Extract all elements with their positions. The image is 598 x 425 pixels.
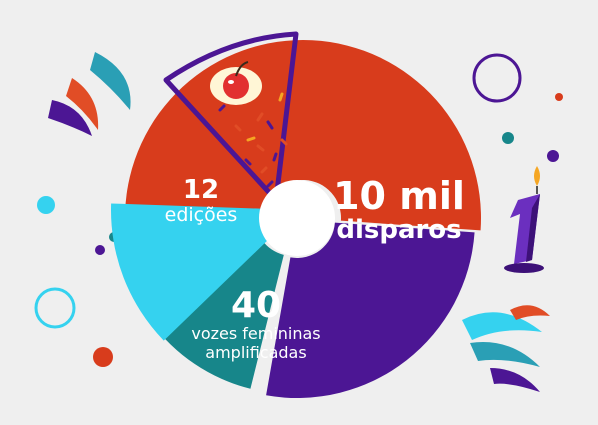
confetti-swoosh — [510, 305, 550, 320]
cherry-stem — [235, 61, 249, 77]
flame-icon — [534, 166, 540, 186]
candle-one — [504, 166, 544, 273]
candle-base — [504, 263, 544, 273]
confetti-swoosh — [462, 312, 542, 340]
vozes-number: 40 — [230, 285, 282, 326]
confetti-dot — [95, 245, 105, 255]
segment-disparos-text: 10 mil disparos — [332, 176, 466, 244]
segment-edicoes-text: 12 edições — [158, 176, 244, 226]
candle-wick — [536, 186, 538, 194]
segment-vozes — [266, 222, 475, 398]
confetti-dot — [555, 93, 563, 101]
cherry-shine — [228, 80, 234, 84]
confetti-dot — [502, 132, 514, 144]
confetti-swoosh — [470, 342, 540, 367]
confetti — [34, 52, 563, 392]
confetti-ring — [472, 53, 522, 103]
segment-vozes-text: 40 vozes femininas amplificadas — [176, 285, 336, 363]
disparos-number: 10 mil — [333, 174, 465, 218]
disparos-label: disparos — [336, 215, 462, 245]
confetti-swoosh — [490, 368, 540, 392]
confetti-dot — [37, 196, 55, 214]
cherry-icon — [223, 73, 249, 99]
edicoes-number: 12 — [182, 175, 220, 205]
confetti-swoosh — [48, 100, 92, 136]
confetti-dot — [547, 150, 559, 162]
cake-slice-frame — [163, 31, 299, 203]
confetti-dot — [93, 347, 113, 367]
confetti-swoosh — [90, 52, 131, 110]
vozes-label-line2: amplificadas — [205, 343, 307, 362]
edicoes-label: edições — [164, 204, 238, 226]
donut-center — [259, 180, 335, 256]
sprinkles — [218, 92, 288, 188]
confetti-ring — [34, 287, 76, 329]
cake-slice — [163, 31, 299, 203]
confetti-swoosh — [66, 78, 99, 130]
vozes-label-line1: vozes femininas — [191, 324, 321, 343]
candle-number-shadow — [526, 194, 540, 262]
segment-cake — [111, 203, 272, 341]
